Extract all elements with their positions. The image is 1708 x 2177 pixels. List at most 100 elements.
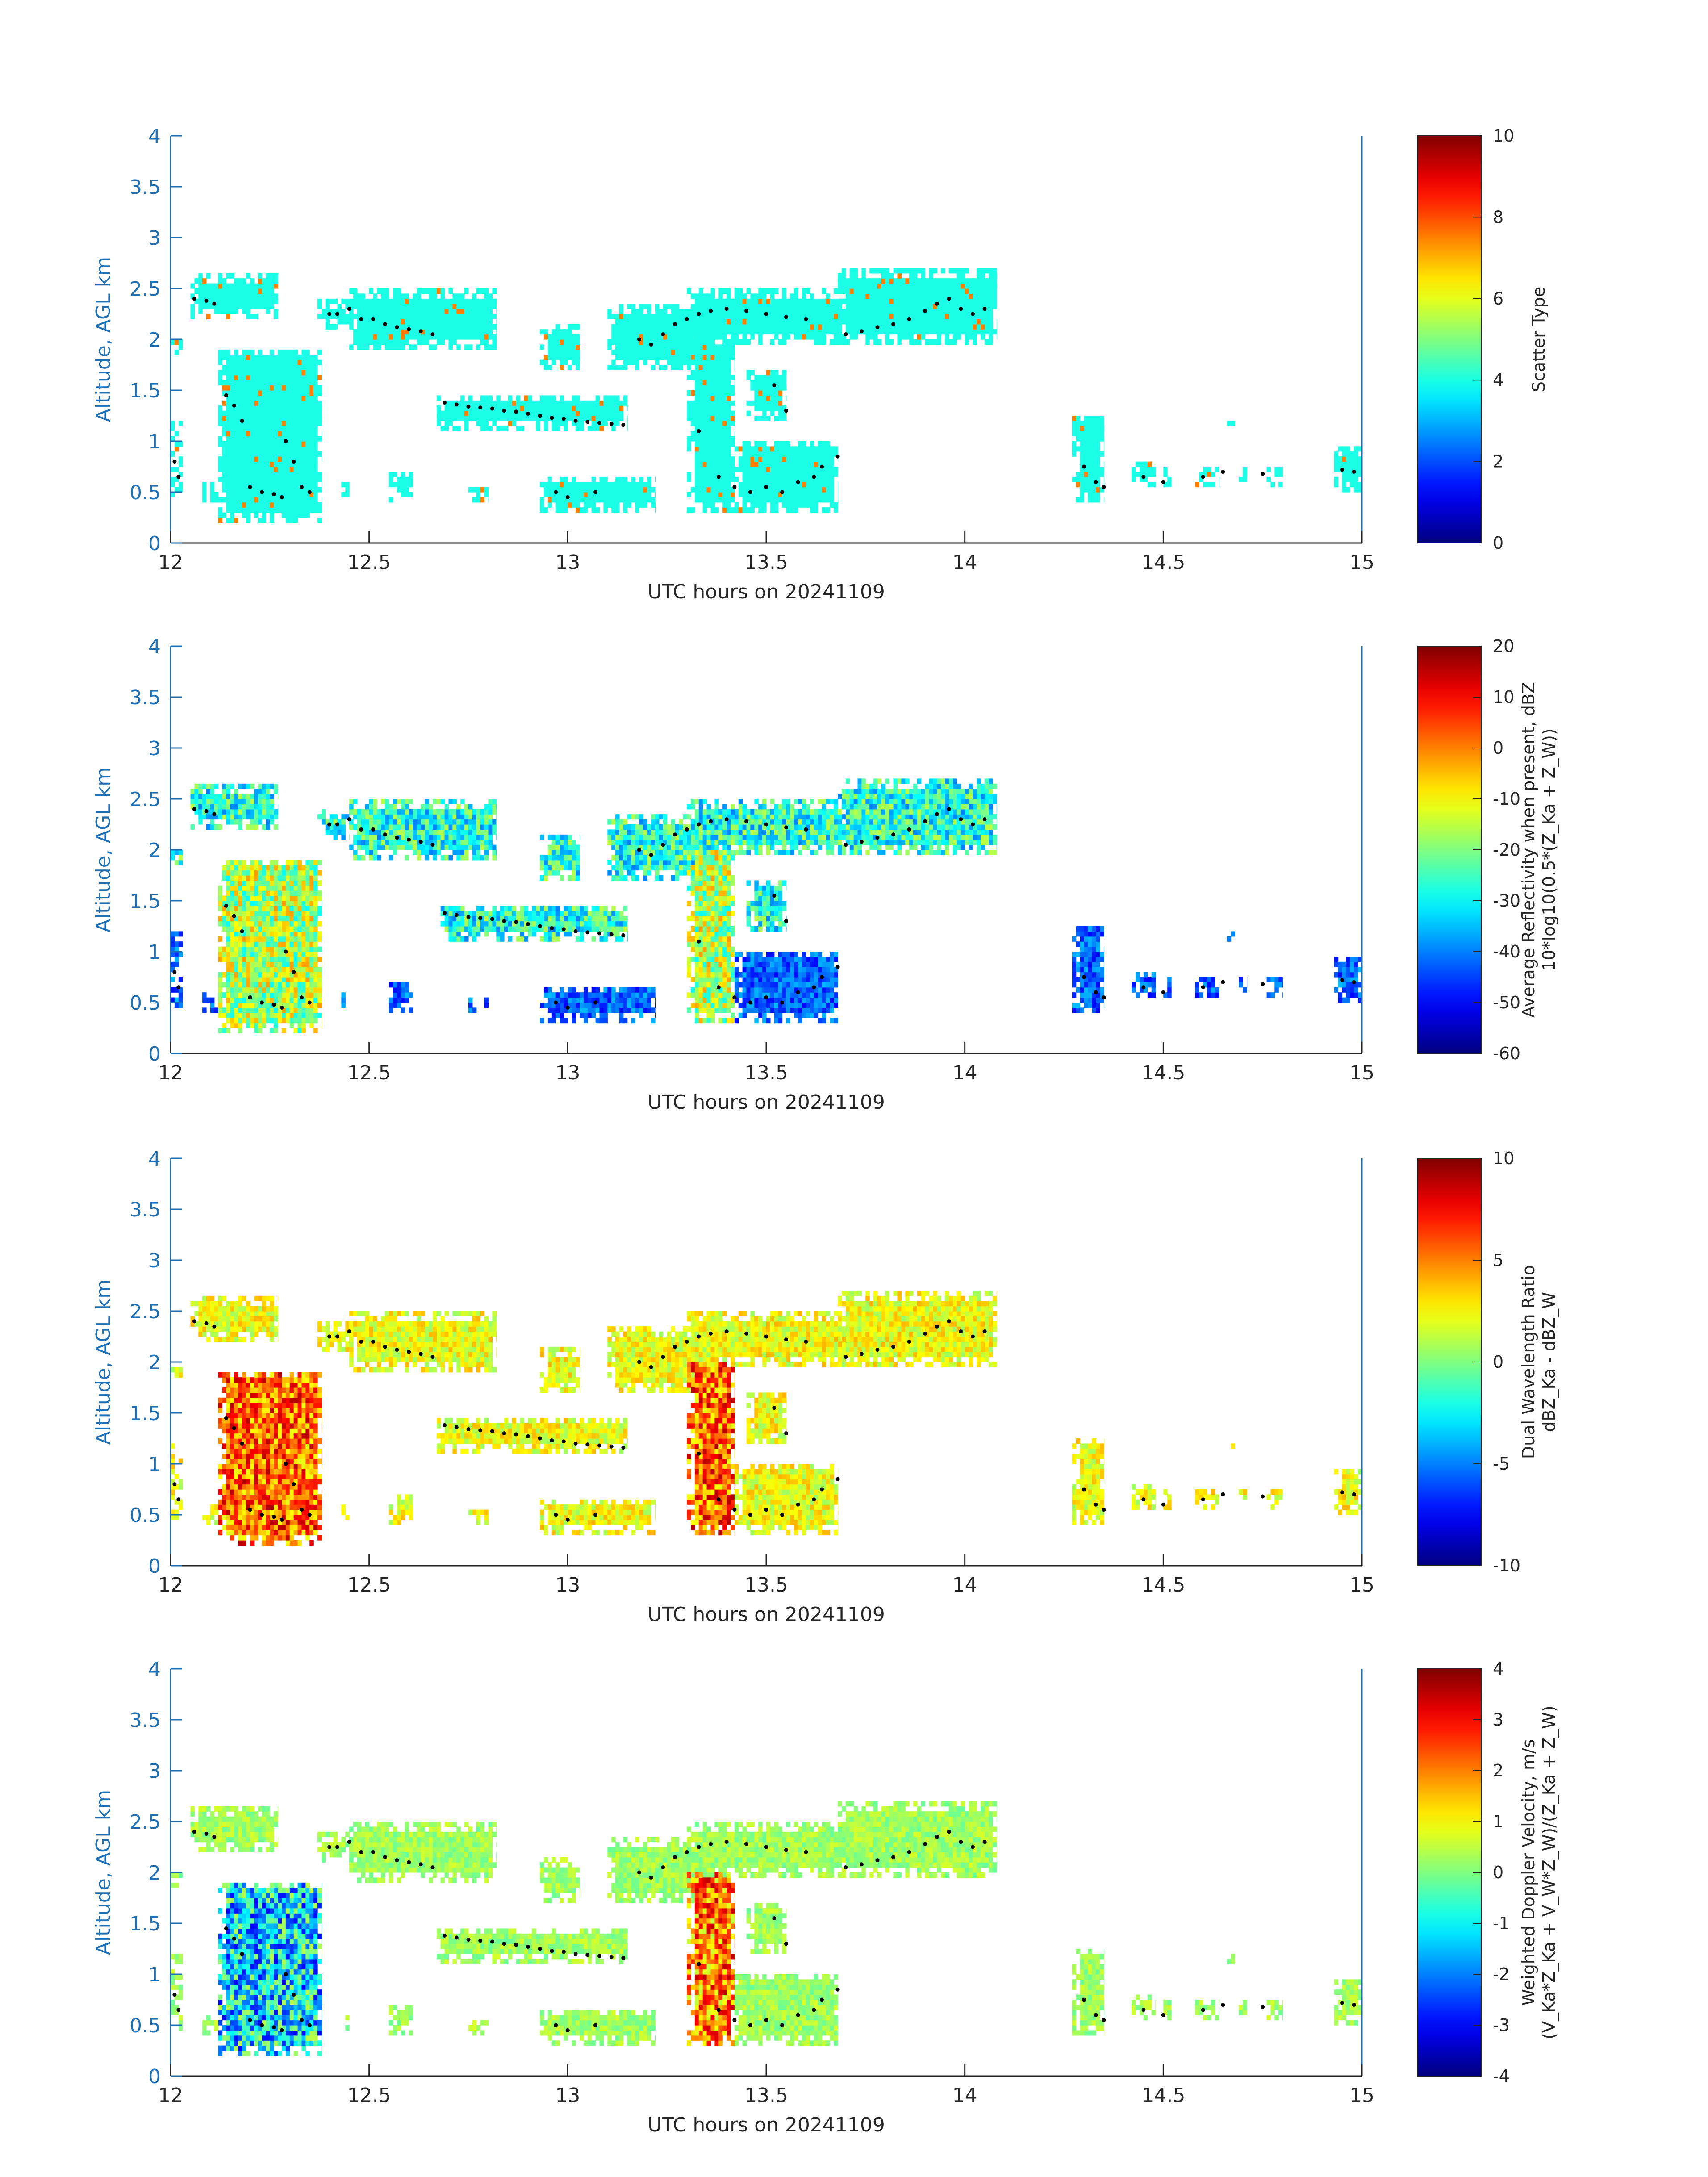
heatmap-cell xyxy=(718,370,723,376)
heatmap-cell xyxy=(905,298,910,304)
heatmap-cell xyxy=(226,916,230,922)
heatmap-cell xyxy=(758,467,763,472)
heatmap-cell xyxy=(258,507,263,513)
heatmap-cell xyxy=(607,365,612,370)
heatmap-cell xyxy=(659,365,664,370)
heatmap-cell xyxy=(782,472,787,477)
heatmap-cell xyxy=(472,405,477,411)
heatmap-cell xyxy=(734,339,739,345)
heatmap-cell xyxy=(198,814,203,820)
heatmap-cell xyxy=(758,288,763,294)
heatmap-cell xyxy=(774,492,779,497)
heatmap-cell xyxy=(691,390,695,396)
heatmap-cell xyxy=(389,329,393,335)
heatmap-cell xyxy=(278,502,282,508)
heatmap-cell xyxy=(274,355,278,360)
heatmap-cell xyxy=(528,416,532,421)
heatmap-cell xyxy=(706,487,711,493)
heatmap-cell xyxy=(746,461,751,467)
heatmap-cell xyxy=(242,982,246,988)
heatmap-cell xyxy=(226,273,230,279)
heatmap-cell xyxy=(230,1012,234,1018)
heatmap-cell xyxy=(762,304,767,309)
heatmap-cell xyxy=(1207,482,1211,488)
heatmap-cell xyxy=(977,319,981,325)
heatmap-cell xyxy=(770,405,775,411)
heatmap-cell xyxy=(611,314,616,319)
heatmap-cell xyxy=(710,293,715,299)
overlay-dot xyxy=(490,406,494,411)
heatmap-cell xyxy=(576,365,580,370)
heatmap-cell xyxy=(714,461,719,467)
overlay-dot xyxy=(835,454,840,459)
heatmap-cell xyxy=(405,482,409,488)
heatmap-cell xyxy=(381,293,385,299)
heatmap-cell xyxy=(568,482,572,488)
heatmap-cell xyxy=(440,416,445,421)
heatmap-cell xyxy=(1334,476,1339,482)
heatmap-cell xyxy=(742,451,747,457)
heatmap-cell xyxy=(174,946,179,952)
heatmap-cell xyxy=(456,293,461,299)
heatmap-cell xyxy=(250,441,255,447)
heatmap-cell xyxy=(583,405,588,411)
heatmap-cell xyxy=(694,339,699,345)
heatmap-cell xyxy=(826,304,830,309)
heatmap-cell xyxy=(698,395,703,401)
heatmap-cell xyxy=(234,961,238,967)
heatmap-cell xyxy=(786,329,790,335)
heatmap-cell xyxy=(722,421,727,426)
heatmap-cell xyxy=(937,283,941,289)
heatmap-cell xyxy=(758,441,763,447)
heatmap-cell xyxy=(945,334,949,340)
heatmap-cell xyxy=(727,467,731,472)
heatmap-cell xyxy=(540,344,544,350)
heatmap-cell xyxy=(421,329,425,335)
heatmap-cell xyxy=(270,906,274,911)
heatmap-cell xyxy=(274,1018,278,1024)
heatmap-cell xyxy=(472,324,477,330)
heatmap-cell xyxy=(925,288,930,294)
heatmap-cell xyxy=(1163,467,1168,472)
heatmap-cell xyxy=(297,426,302,431)
heatmap-cell xyxy=(731,344,735,350)
heatmap-cell xyxy=(262,359,266,365)
heatmap-cell xyxy=(834,304,838,309)
heatmap-cell xyxy=(746,446,751,452)
heatmap-cell xyxy=(230,410,234,416)
heatmap-cell xyxy=(230,987,234,993)
overlay-dot xyxy=(1221,469,1225,474)
heatmap-cell xyxy=(226,451,230,457)
heatmap-cell xyxy=(917,268,922,274)
heatmap-cell xyxy=(683,349,687,355)
heatmap-cell xyxy=(250,946,255,952)
heatmap-cell xyxy=(258,278,263,284)
heatmap-cell xyxy=(270,461,274,467)
y-tick-label: 0.5 xyxy=(129,481,161,504)
heatmap-cell xyxy=(222,380,227,386)
heatmap-cell xyxy=(603,405,608,411)
heatmap-cell xyxy=(917,304,922,309)
heatmap-cell xyxy=(262,502,266,508)
heatmap-cell xyxy=(794,329,798,335)
heatmap-cell xyxy=(945,293,949,299)
heatmap-cell xyxy=(651,329,656,335)
heatmap-cell xyxy=(385,334,389,340)
heatmap-cell xyxy=(691,293,695,299)
heatmap-cell xyxy=(234,906,238,911)
heatmap-cell xyxy=(623,476,628,482)
heatmap-cell xyxy=(476,487,481,493)
heatmap-cell xyxy=(365,334,370,340)
heatmap-cell xyxy=(770,446,775,452)
heatmap-cell xyxy=(250,961,255,967)
heatmap-cell xyxy=(766,482,771,488)
heatmap-cell xyxy=(397,293,401,299)
heatmap-cell xyxy=(806,456,810,462)
heatmap-cell xyxy=(266,870,270,876)
heatmap-cell xyxy=(262,441,266,447)
heatmap-cell xyxy=(921,334,926,340)
heatmap-cell xyxy=(965,319,969,325)
heatmap-cell xyxy=(722,288,727,294)
heatmap-cell xyxy=(877,283,882,289)
heatmap-cell xyxy=(706,370,711,376)
